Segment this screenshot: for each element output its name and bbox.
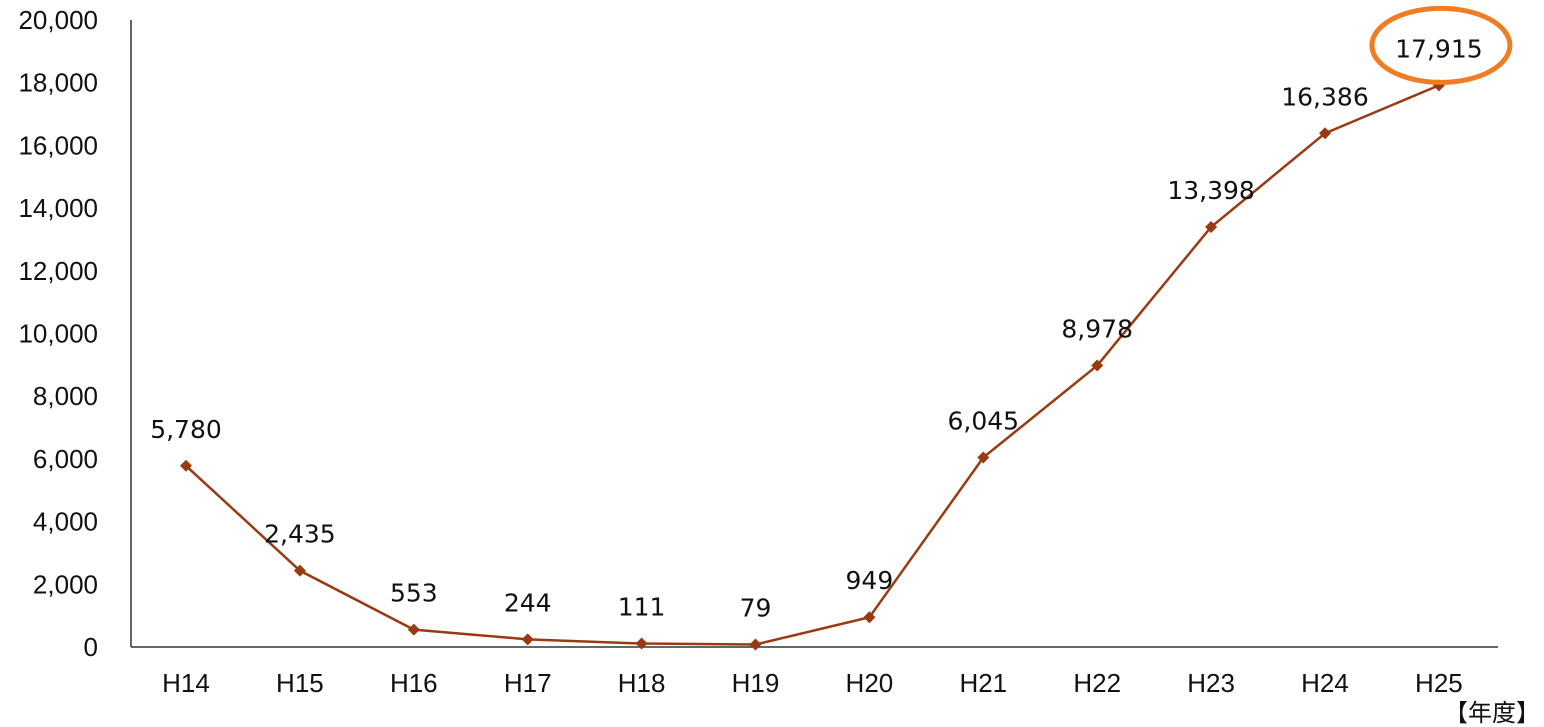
data-point-marker bbox=[1319, 127, 1331, 140]
y-tick-label: 16,000 bbox=[18, 130, 98, 160]
y-tick-label: 4,000 bbox=[33, 507, 98, 537]
x-tick-label: H16 bbox=[390, 668, 438, 698]
x-axis-ticks: H14 H15 H16 H17 H18 H19 H20 H21 H22 H23 H24 H25 bbox=[162, 668, 1463, 698]
data-labels: 5,780 2,435 553 244 111 79 949 6,045 8,978 13,398… bbox=[150, 34, 1482, 622]
data-point-marker bbox=[863, 611, 876, 624]
x-tick-label: H22 bbox=[1073, 668, 1121, 698]
y-axis-ticks: 0 2,000 4,000 6,000 8,000 10,000 12,000 14,000 1… bbox=[18, 5, 98, 662]
data-point-marker bbox=[1205, 220, 1218, 233]
highlight-circle bbox=[1369, 5, 1513, 85]
y-tick-label: 10,000 bbox=[18, 319, 98, 349]
data-label: 244 bbox=[504, 588, 552, 617]
x-tick-label: H14 bbox=[162, 668, 210, 698]
data-label: 111 bbox=[618, 593, 666, 622]
x-tick-label: H15 bbox=[276, 668, 324, 698]
data-point-marker bbox=[293, 564, 306, 577]
data-label: 6,045 bbox=[948, 406, 1020, 435]
x-tick-label: H18 bbox=[618, 668, 666, 698]
data-label: 8,978 bbox=[1061, 315, 1133, 344]
data-point-marker bbox=[977, 451, 990, 464]
data-label: 16,386 bbox=[1281, 82, 1368, 111]
x-tick-label: H19 bbox=[732, 668, 780, 698]
x-tick-label: H17 bbox=[504, 668, 552, 698]
x-tick-label: H21 bbox=[959, 668, 1007, 698]
data-point-marker bbox=[180, 459, 192, 472]
y-tick-label: 14,000 bbox=[18, 193, 98, 223]
data-label: 553 bbox=[390, 579, 438, 608]
data-point-marker bbox=[635, 637, 648, 650]
data-label: 2,435 bbox=[264, 520, 336, 549]
y-tick-label: 18,000 bbox=[18, 68, 98, 98]
data-label: 17,915 bbox=[1395, 34, 1482, 63]
series-group bbox=[180, 79, 1445, 651]
x-tick-label: H25 bbox=[1415, 668, 1463, 698]
y-tick-label: 8,000 bbox=[33, 381, 98, 411]
x-tick-label: H24 bbox=[1301, 668, 1349, 698]
data-label: 79 bbox=[740, 594, 772, 623]
y-tick-label: 6,000 bbox=[33, 444, 98, 474]
data-point-marker bbox=[1091, 359, 1104, 372]
x-tick-label: H20 bbox=[846, 668, 894, 698]
y-tick-label: 20,000 bbox=[18, 5, 98, 35]
data-label: 5,780 bbox=[150, 415, 222, 444]
y-tick-label: 0 bbox=[84, 632, 98, 662]
data-label: 949 bbox=[846, 566, 894, 595]
series-line bbox=[185, 84, 1440, 646]
data-point-marker bbox=[407, 623, 420, 636]
data-point-marker bbox=[749, 638, 762, 651]
x-axis-unit-label: 【年度】 bbox=[1444, 699, 1540, 727]
x-tick-label: H23 bbox=[1187, 668, 1235, 698]
y-tick-label: 12,000 bbox=[18, 256, 98, 286]
data-label: 13,398 bbox=[1167, 176, 1254, 205]
data-point-marker bbox=[521, 633, 534, 646]
y-tick-label: 2,000 bbox=[33, 569, 98, 599]
